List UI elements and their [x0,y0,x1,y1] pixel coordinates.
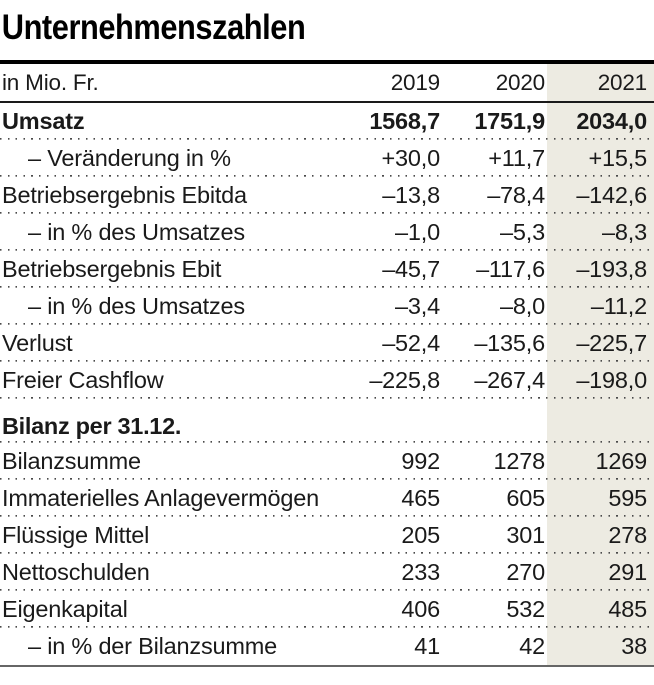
row-value-2020: –117,6 [476,256,545,282]
row-value-2021: 291 [608,559,647,585]
row-label: Flüssige Mittel [2,522,150,548]
page-title: Unternehmenszahlen [1,8,306,47]
row-label: – in % des Umsatzes [28,293,245,319]
row-label: Eigenkapital [2,596,128,622]
row-value-2019: –3,4 [395,293,440,319]
row-value-2019: +30,0 [381,145,441,171]
row-value-2020: 605 [506,485,545,511]
row-value-2019: 1568,7 [369,108,440,134]
table-row: Eigenkapital 406 532 485 [0,591,654,628]
header-rule [0,101,654,103]
row-value-2021: –8,3 [602,219,647,245]
row-value-2020: 532 [506,596,545,622]
row-value-2021: +15,5 [588,145,648,171]
row-value-2019: 41 [414,633,440,659]
row-label: Freier Cashflow [2,367,164,393]
row-value-2021: –198,0 [576,367,647,393]
row-value-2021: –11,2 [590,293,647,319]
row-value-2020: –135,6 [474,330,545,356]
table-row: Immaterielles Anlagevermögen 465 605 595 [0,480,654,517]
row-label: Umsatz [2,108,85,134]
row-value-2021: –225,7 [576,330,647,356]
row-label: – in % des Umsatzes [28,219,245,245]
row-value-2020: –8,0 [500,293,545,319]
row-value-2019: 465 [401,485,440,511]
table-row: Freier Cashflow –225,8 –267,4 –198,0 [0,362,654,399]
row-value-2020: 1751,9 [474,108,545,134]
section-header-row: Bilanz per 31.12. [0,399,654,443]
row-label: Immaterielles Anlagevermögen [2,485,320,511]
figures-table: in Mio. Fr. 2019 2020 2021 Umsatz 1568,7 1… [0,64,654,667]
table-row: – in % der Bilanzsumme 41 42 38 [0,628,654,665]
bottom-margin [0,667,654,681]
row-label: Betriebsergebnis Ebitda [2,182,247,208]
row-label: Bilanzsumme [2,448,141,474]
row-value-2019: –52,4 [382,330,440,356]
row-value-2019: –1,0 [395,219,440,245]
row-value-2020: –267,4 [474,367,545,393]
row-value-2019: 406 [401,596,440,622]
row-value-2020: 270 [506,559,545,585]
table-row: Betriebsergebnis Ebit –45,7 –117,6 –193,8 [0,251,654,288]
row-value-2019: –13,8 [382,182,440,208]
row-label: Betriebsergebnis Ebit [2,256,222,282]
table-row: Flüssige Mittel 205 301 278 [0,517,654,554]
row-value-2020: 1278 [493,448,546,474]
row-value-2020: 42 [519,633,545,659]
row-value-2021: –193,8 [576,256,647,282]
table-body: Umsatz 1568,7 1751,9 2034,0 – Veränderung in… [0,103,654,665]
row-value-2021: 1269 [595,448,648,474]
top-rule [0,60,654,64]
year-header-2019: 2019 [390,69,440,95]
row-value-2021: 2034,0 [576,108,647,134]
row-value-2021: 38 [621,633,647,659]
table-row: Verlust –52,4 –135,6 –225,7 [0,325,654,362]
table-row: Betriebsergebnis Ebitda –13,8 –78,4 –142,6 [0,177,654,214]
row-value-2019: –45,7 [382,256,440,282]
row-value-2019: 233 [401,559,440,585]
row-value-2019: –225,8 [369,367,440,393]
row-value-2020: 301 [506,522,545,548]
row-value-2021: 595 [608,485,647,511]
section-title: Bilanz per 31.12. [2,413,182,439]
row-value-2019: 205 [401,522,440,548]
row-value-2021: 278 [608,522,647,548]
row-label: Nettoschulden [2,559,150,585]
row-value-2020: +11,7 [488,145,545,171]
row-label: – Veränderung in % [28,145,231,171]
row-value-2021: 485 [608,596,647,622]
year-header-2020: 2020 [495,69,545,95]
table-row: Nettoschulden 233 270 291 [0,554,654,591]
table-row: – Veränderung in % +30,0 +11,7 +15,5 [0,140,654,177]
table-header-row: in Mio. Fr. 2019 2020 2021 [0,64,654,101]
row-value-2021: –142,6 [576,182,647,208]
row-value-2020: –78,4 [487,182,545,208]
table-row: Umsatz 1568,7 1751,9 2034,0 [0,103,654,140]
table-row: Bilanzsumme 992 1278 1269 [0,443,654,480]
row-label: Verlust [2,330,73,356]
row-label: – in % der Bilanzsumme [28,633,277,659]
table-row: – in % des Umsatzes –3,4 –8,0 –11,2 [0,288,654,325]
year-header-2021: 2021 [597,69,647,95]
unit-label: in Mio. Fr. [2,69,99,95]
row-value-2019: 992 [401,448,440,474]
table-row: – in % des Umsatzes –1,0 –5,3 –8,3 [0,214,654,251]
row-value-2020: –5,3 [500,219,545,245]
bottom-rule [0,665,654,667]
